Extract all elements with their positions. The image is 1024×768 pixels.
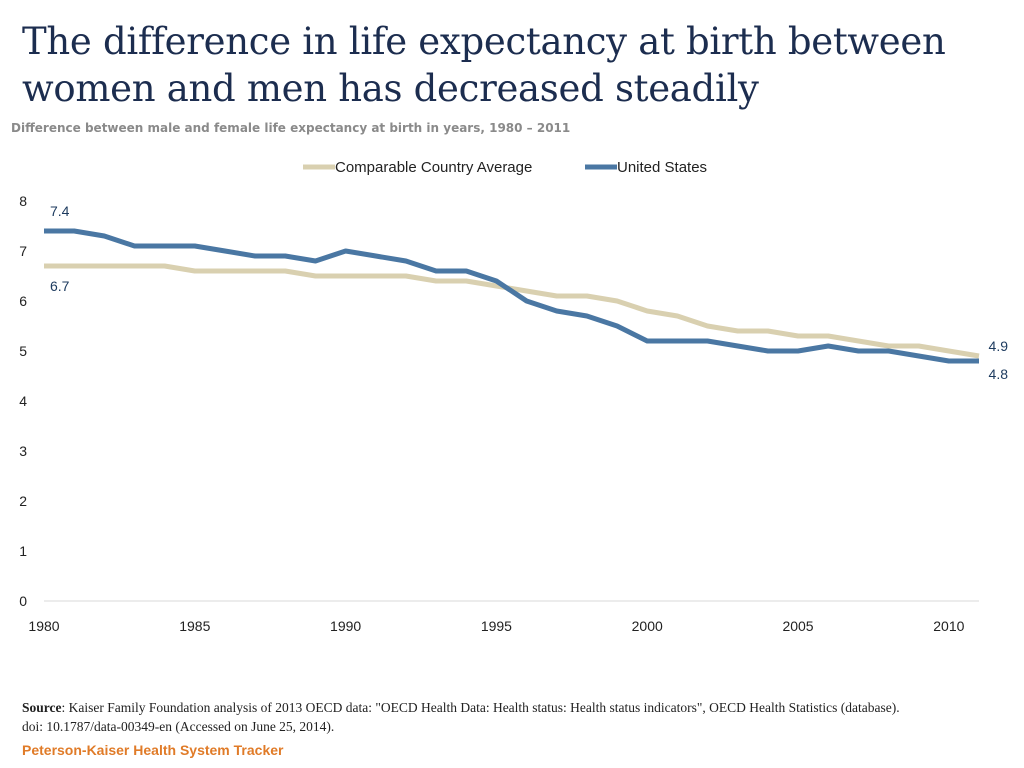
x-tick-label: 2005 [782,618,813,634]
series-line-united-states [44,228,979,364]
source-label: Source [22,700,62,715]
y-tick-label: 8 [19,193,27,209]
x-tick-label: 2000 [632,618,663,634]
series-line-comparable-country-average [44,263,980,359]
x-tick-label: 1990 [330,618,361,634]
source-text: : Kaiser Family Foundation analysis of 2… [22,700,900,734]
x-tick-label: 1980 [28,618,59,634]
start-data-label: 7.4 [50,203,70,219]
legend-label: United States [617,159,707,176]
y-tick-label: 4 [19,393,27,409]
end-data-label: 4.8 [989,366,1009,382]
end-data-label: 4.9 [989,338,1009,354]
title-line-1: The difference in life expectancy at bir… [22,20,946,63]
x-tick-label: 1985 [179,618,210,634]
x-tick-label: 2010 [933,618,964,634]
x-tick-label: 1995 [481,618,512,634]
y-tick-label: 7 [19,243,27,259]
legend-label: Comparable Country Average [335,159,532,176]
y-tick-label: 3 [19,443,27,459]
source-note: Source: Kaiser Family Foundation analysi… [22,698,922,736]
y-tick-label: 6 [19,293,27,309]
y-tick-label: 0 [19,593,27,609]
y-tick-label: 5 [19,343,27,359]
brand-footer: Peterson-Kaiser Health System Tracker [22,742,284,758]
life-expectancy-line-chart: 0 1 2 3 4 5 6 7 8 1980 1985 1990 1995 2000 2005 2010 Com… [19,159,1009,634]
title-line-2: women and men has decreased steadily [22,67,759,110]
chart-subtitle: Difference between male and female life … [11,121,571,135]
start-data-label: 6.7 [50,278,70,294]
y-tick-label: 1 [19,543,27,559]
page-title: The difference in life expectancy at bir… [22,18,982,112]
y-tick-label: 2 [19,493,27,509]
